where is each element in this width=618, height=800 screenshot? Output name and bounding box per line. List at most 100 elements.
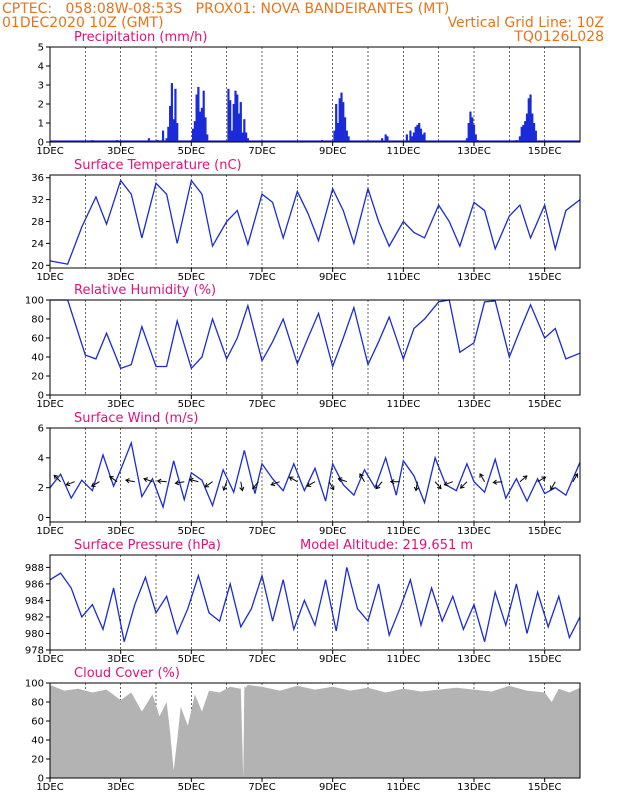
x-tick-label: 3DEC (107, 782, 134, 793)
wind-arrow (413, 481, 419, 492)
x-tick-label: 5DEC (178, 782, 205, 793)
wind-arrow (572, 473, 579, 482)
precip-bar (412, 132, 416, 142)
y-tick-label: 2 (38, 483, 44, 494)
series-line-3 (50, 299, 581, 370)
precip-bar (333, 130, 336, 142)
precip-bar (206, 134, 209, 142)
panel-frame (49, 299, 581, 396)
precip-bar (419, 128, 423, 142)
precip-bar (169, 105, 172, 142)
x-tick-label: 1DEC (36, 146, 63, 157)
x-tick-label: 3DEC (107, 272, 134, 283)
wind-arrow (156, 478, 167, 484)
y-tick-label: 2 (38, 100, 44, 111)
precip-bar (342, 102, 345, 142)
x-tick-label: 15DEC (528, 782, 562, 793)
y-tick-label: 982 (25, 612, 44, 623)
y-tick-label: 980 (25, 629, 44, 640)
y-tick-label: 3 (38, 81, 44, 92)
panel-title: Surface Wind (m/s) (74, 411, 198, 426)
x-tick-label: 13DEC (457, 399, 491, 410)
x-tick-label: 13DEC (457, 654, 491, 665)
panel-title: Cloud Cover (%) (74, 666, 180, 681)
y-tick-label: 0 (38, 513, 44, 524)
x-tick-label: 5DEC (178, 146, 205, 157)
precip-bar (534, 130, 537, 142)
precip-bar (202, 90, 205, 142)
precip-bar (200, 107, 204, 142)
precip-bar (199, 111, 202, 142)
y-tick-label: 40 (31, 736, 44, 747)
panel-frame (49, 682, 581, 779)
x-tick-label: 7DEC (248, 399, 275, 410)
x-tick-label: 5DEC (178, 272, 205, 283)
precip-bar (241, 132, 244, 142)
y-tick-label: 6 (38, 424, 44, 435)
x-tick-label: 11DEC (386, 526, 420, 537)
precip-bar (246, 138, 249, 142)
wind-arrow (492, 479, 503, 485)
x-tick-label: 7DEC (248, 272, 275, 283)
x-tick-label: 15DEC (528, 146, 562, 157)
wind-arrow (337, 477, 347, 483)
wind-arrow (65, 481, 75, 487)
x-tick-label: 5DEC (178, 399, 205, 410)
wind-arrow (222, 481, 228, 492)
y-tick-label: 986 (25, 579, 44, 590)
series-line-4 (49, 440, 581, 510)
precip-bar (347, 136, 350, 142)
precip-bar (411, 136, 414, 142)
x-tick-label: 5DEC (178, 526, 205, 537)
precip-bar (518, 136, 522, 142)
wind-arrow (239, 481, 245, 492)
precip-bar (531, 113, 534, 142)
precip-bar (472, 124, 476, 142)
y-tick-label: 40 (31, 353, 44, 364)
panel-4: 0 2 4 6 1DEC 3DEC 5DEC 7DEC 9DEC 11DEC 13DEC 15DEC S… (36, 411, 581, 537)
x-tick-label: 9DEC (319, 399, 346, 410)
panel-annotation: Model Altitude: 219.651 m (300, 538, 473, 553)
precip-bar (232, 104, 235, 142)
y-tick-label: 5 (38, 43, 44, 54)
precip-bar (338, 98, 341, 142)
y-tick-label: 4 (38, 453, 44, 464)
precip-bar (532, 123, 536, 142)
panel-frame (49, 554, 581, 651)
precip-bar (474, 134, 477, 142)
x-tick-label: 15DEC (528, 399, 562, 410)
precip-bar (227, 88, 230, 142)
wind-arrow (459, 481, 468, 489)
panel-title: Precipitation (mm/h) (74, 30, 207, 45)
y-tick-label: 60 (31, 334, 44, 345)
precip-bar (195, 94, 198, 142)
wind-arrow (434, 481, 442, 490)
wind-arrow (90, 481, 100, 487)
precip-bar (193, 121, 196, 142)
x-tick-label: 11DEC (386, 146, 420, 157)
x-tick-label: 13DEC (457, 146, 491, 157)
precip-bar (529, 94, 532, 142)
panel-1: 0 1 2 3 4 5 1DEC 3DEC 5DEC 7DEC 9DEC 11DEC 13DEC 15DE… (36, 30, 581, 157)
precip-bar (234, 90, 237, 142)
y-tick-label: 4 (38, 62, 44, 73)
x-tick-label: 15DEC (528, 654, 562, 665)
x-tick-label: 13DEC (457, 526, 491, 537)
panel-frame (49, 46, 581, 143)
x-tick-label: 9DEC (319, 146, 346, 157)
precip-bar (340, 92, 343, 142)
x-tick-label: 9DEC (319, 654, 346, 665)
precip-bar (405, 134, 408, 142)
y-tick-label: 1 (38, 119, 44, 130)
y-tick-label: 988 (25, 563, 44, 574)
precip-bar (522, 124, 525, 142)
precip-bar (237, 113, 241, 142)
precip-bar (524, 121, 527, 142)
precip-bar (345, 130, 348, 142)
precip-bar (416, 124, 419, 142)
x-tick-label: 7DEC (248, 146, 275, 157)
precip-bar (243, 119, 246, 142)
precip-bar (525, 113, 529, 142)
x-tick-label: 9DEC (319, 526, 346, 537)
precip-bar (467, 123, 470, 142)
